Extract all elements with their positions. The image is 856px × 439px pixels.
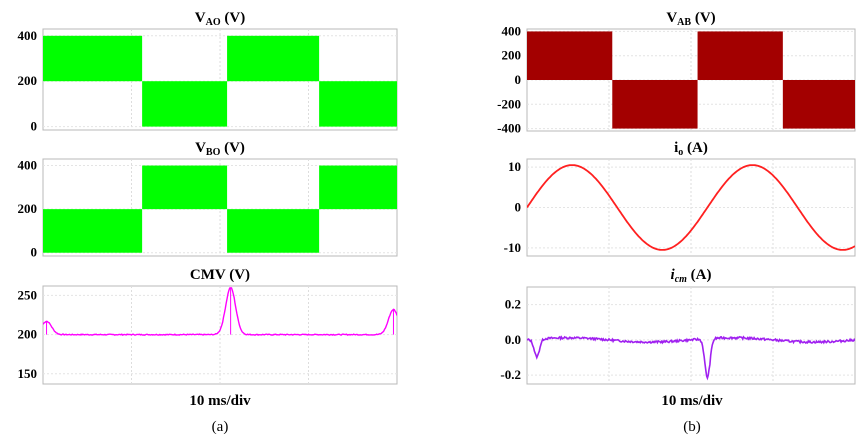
- pwm-band: [319, 165, 397, 210]
- y-tick-label: 0: [31, 119, 38, 134]
- pwm-band: [142, 81, 228, 127]
- icm-waveform: [527, 335, 855, 381]
- pwm-band: [43, 209, 143, 253]
- subplot-4: 400 200 0 -200 -400 VAB (V): [497, 10, 856, 136]
- data-series: [527, 335, 855, 381]
- y-tick-label: 400: [502, 23, 522, 38]
- y-tick-label: 150: [18, 366, 38, 381]
- subplot-title: io (A): [674, 140, 708, 158]
- y-tick-label: 200: [18, 201, 38, 216]
- y-tick-label: 0: [515, 200, 522, 215]
- subplot-3: 150 200 250 CMV (V): [18, 267, 398, 385]
- pwm-band: [782, 80, 855, 129]
- pwm-band: [43, 35, 143, 82]
- data-series: [43, 287, 397, 336]
- pwm-band: [612, 80, 698, 129]
- subplot-2: 0 200 400 VBO (V): [18, 140, 398, 260]
- y-tick-label: 0.0: [505, 332, 521, 347]
- subplot-title: CMV (V): [190, 267, 250, 283]
- x-axis-label-a: 10 ms/div: [189, 393, 251, 409]
- y-tick-label: 250: [18, 287, 38, 302]
- y-tick-label: -0.2: [500, 367, 521, 382]
- y-tick-label: -400: [497, 121, 521, 136]
- pwm-band: [227, 35, 320, 82]
- y-tick-label: 400: [18, 28, 38, 43]
- y-tick-label: 200: [18, 327, 38, 342]
- data-series: [43, 35, 397, 127]
- y-tick-label: -10: [504, 240, 521, 255]
- x-axis-label-b: 10 ms/div: [661, 393, 723, 409]
- pwm-band: [697, 31, 783, 80]
- y-tick-label: 400: [18, 158, 38, 173]
- y-tick-label: 0.2: [505, 297, 521, 312]
- caption-a: (a): [212, 419, 229, 435]
- pwm-band: [319, 81, 397, 127]
- y-tick-label: 0: [31, 245, 38, 260]
- cmv-waveform: [43, 287, 397, 336]
- pwm-band: [527, 31, 613, 80]
- subplot-6: 0.2 0.0 -0.2 icm (A): [500, 267, 856, 385]
- y-tick-label: 10: [508, 159, 521, 174]
- data-series: [43, 165, 397, 253]
- pwm-band: [227, 209, 320, 253]
- y-tick-label: 200: [18, 73, 38, 88]
- data-series: [527, 164, 855, 251]
- subplot-1: 0 200 400 VAO (V): [18, 10, 398, 134]
- subplot-title: VAB (V): [666, 10, 715, 28]
- subplot-title: icm (A): [671, 267, 712, 285]
- y-tick-label: -200: [497, 96, 521, 111]
- y-tick-label: 0: [515, 72, 522, 87]
- subplot-title: VAO (V): [195, 10, 245, 28]
- current-waveform: [527, 164, 855, 251]
- subplot-5: 10 0 -10 io (A): [504, 140, 856, 257]
- y-tick-label: 200: [502, 48, 522, 63]
- caption-b: (b): [683, 419, 701, 435]
- subplot-title: VBO (V): [195, 140, 245, 158]
- pwm-band: [142, 165, 228, 210]
- data-series: [527, 31, 855, 129]
